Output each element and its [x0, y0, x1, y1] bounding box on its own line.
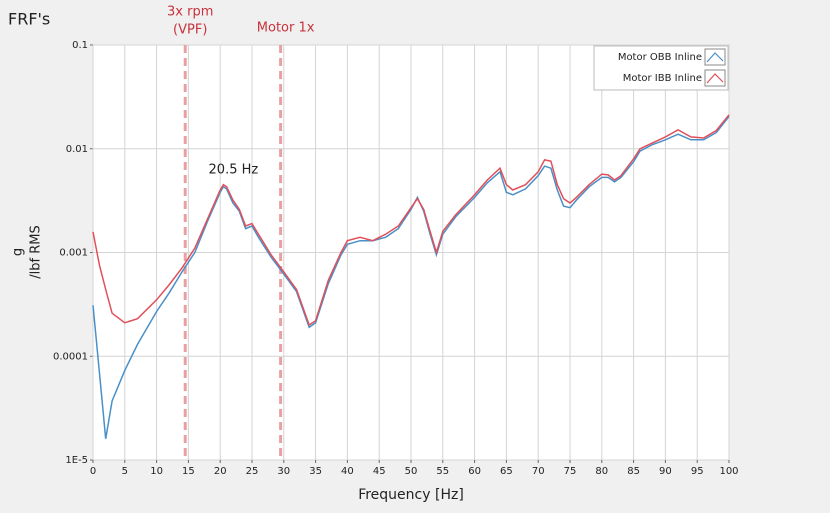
- x-tick-label: 40: [341, 466, 354, 477]
- y-tick-label: 0.001: [59, 248, 88, 259]
- legend-label: Motor IBB Inline: [623, 73, 702, 84]
- x-tick-label: 55: [436, 466, 449, 477]
- marker-label: 3x rpm: [167, 5, 213, 20]
- x-tick-label: 85: [627, 466, 640, 477]
- x-tick-label: 70: [532, 466, 545, 477]
- marker-label: (VPF): [173, 23, 207, 38]
- y-tick-label: 0.0001: [53, 351, 88, 362]
- x-axis-label: Frequency [Hz]: [358, 487, 464, 503]
- x-tick-label: 5: [122, 466, 128, 477]
- legend-swatch: [706, 73, 724, 84]
- legend-swatch: [706, 52, 724, 63]
- x-tick-label: 25: [246, 466, 259, 477]
- y-tick-label: 0.1: [72, 40, 88, 51]
- legend-label: Motor OBB Inline: [618, 52, 702, 63]
- x-tick-label: 100: [719, 466, 738, 477]
- series-line: [92, 115, 730, 439]
- x-tick-label: 95: [691, 466, 704, 477]
- x-tick-label: 45: [373, 466, 386, 477]
- x-tick-label: 35: [309, 466, 322, 477]
- x-tick-label: 80: [595, 466, 608, 477]
- x-tick-label: 60: [468, 466, 481, 477]
- legend-swatch-box: [704, 48, 726, 66]
- x-tick-label: 65: [500, 466, 513, 477]
- chart-title: FRF's: [8, 10, 50, 29]
- x-tick-label: 30: [277, 466, 290, 477]
- legend-swatch-box: [704, 69, 726, 87]
- y-axis-label: g: [11, 248, 26, 256]
- y-tick-label: 1E-5: [65, 455, 88, 466]
- x-tick-label: 75: [564, 466, 577, 477]
- y-tick-label: 0.01: [66, 144, 88, 155]
- x-tick-label: 20: [214, 466, 227, 477]
- x-tick-label: 15: [182, 466, 195, 477]
- y-axis-label: /lbf RMS: [29, 225, 44, 278]
- annotation: 20.5 Hz: [209, 163, 259, 178]
- x-tick-label: 90: [659, 466, 672, 477]
- x-tick-label: 10: [150, 466, 163, 477]
- series-line: [92, 114, 730, 327]
- x-tick-label: 0: [90, 466, 96, 477]
- marker-label: Motor 1x: [257, 21, 315, 36]
- x-tick-label: 50: [405, 466, 418, 477]
